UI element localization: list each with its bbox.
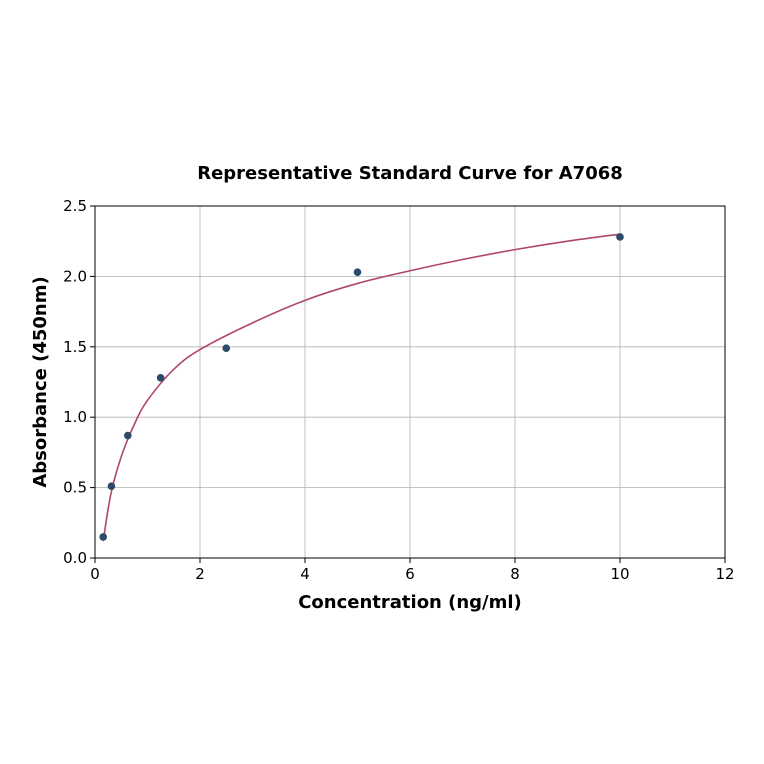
fit-curve bbox=[102, 233, 621, 542]
y-tick-label: 1.5 bbox=[63, 338, 87, 356]
x-axis-label: Concentration (ng/ml) bbox=[298, 592, 522, 613]
x-tick-label: 2 bbox=[195, 565, 205, 583]
x-tick-label: 10 bbox=[610, 565, 629, 583]
data-point bbox=[616, 233, 624, 241]
data-point bbox=[99, 533, 107, 541]
grid bbox=[94, 205, 726, 559]
y-tick-label: 2.5 bbox=[63, 197, 87, 215]
y-axis-label: Absorbance (450nm) bbox=[30, 276, 51, 487]
x-tick-label: 4 bbox=[300, 565, 310, 583]
chart-title: Representative Standard Curve for A7068 bbox=[197, 163, 623, 184]
data-point bbox=[353, 268, 362, 276]
y-tick-label: 2.0 bbox=[63, 267, 87, 285]
data-point bbox=[222, 344, 231, 353]
y-tick-label: 0.0 bbox=[63, 549, 87, 567]
data-point bbox=[124, 431, 132, 440]
data-point bbox=[107, 482, 116, 490]
x-tick-label: 6 bbox=[405, 565, 415, 583]
x-tick-label: 8 bbox=[510, 565, 520, 583]
x-tick-label: 0 bbox=[90, 565, 100, 583]
y-tick-label: 1.0 bbox=[63, 408, 87, 426]
x-ticks: 0 2 4 6 8 10 12 bbox=[90, 558, 735, 583]
y-tick-label: 0.5 bbox=[63, 479, 87, 497]
data-points-group bbox=[99, 233, 624, 541]
x-tick-label: 12 bbox=[715, 565, 734, 583]
fit-curve-group bbox=[102, 233, 621, 542]
data-point bbox=[156, 373, 165, 382]
y-ticks: 0.0 0.5 1.0 1.5 2.0 2.5 bbox=[63, 197, 95, 567]
